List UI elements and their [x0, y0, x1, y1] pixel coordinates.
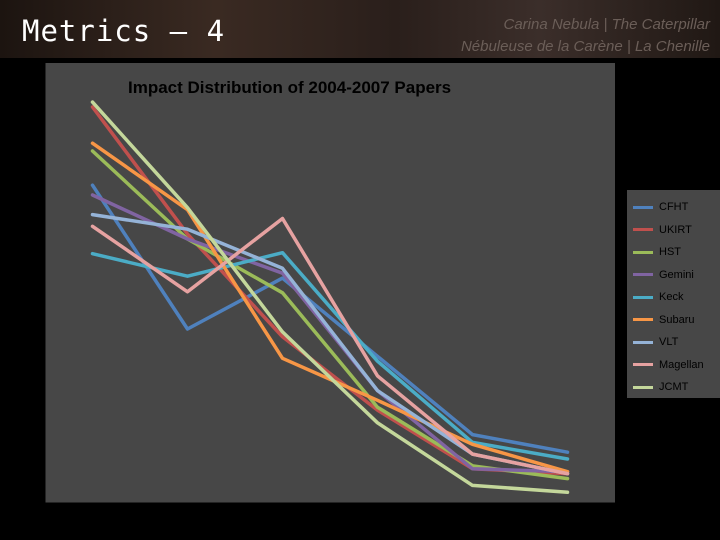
x-tick-label: Low: [177, 518, 197, 530]
legend-label: Magellan: [659, 358, 704, 371]
legend-swatch: [633, 318, 653, 322]
y-tick-label: 10.0%: [8, 400, 39, 412]
y-tick-label: 0.0%: [14, 498, 39, 510]
legend-item-subaru: Subaru: [633, 309, 718, 332]
legend-label: HST: [659, 246, 681, 259]
chart-title: Impact Distribution of 2004-2007 Papers: [128, 78, 452, 97]
x-tick-label: Very Low: [70, 518, 115, 530]
series-line-magellan: [90, 216, 570, 476]
legend-swatch: [633, 250, 653, 254]
legend-item-gemini: Gemini: [633, 264, 718, 287]
image-caption-french: Nébuleuse de la Carène | La Chenille: [460, 38, 710, 55]
x-tick-label: Very High: [449, 518, 497, 530]
legend: CFHT UKIRT HST Gemini Keck Subaru VLT Magellan J…: [633, 196, 718, 399]
legend-swatch: [633, 385, 653, 389]
legend-label: Gemini: [659, 268, 694, 281]
y-tick-label: 45.0%: [8, 58, 39, 70]
legend-swatch: [633, 273, 653, 277]
legend-label: JCMT: [659, 381, 689, 394]
legend-swatch: [633, 363, 653, 367]
legend-item-magellan: Magellan: [633, 354, 718, 377]
legend-label: CFHT: [659, 201, 689, 214]
y-tick-label: 40.0%: [8, 107, 39, 119]
y-tick-label: 30.0%: [8, 205, 39, 217]
legend-swatch: [633, 205, 653, 209]
legend-swatch: [633, 228, 653, 232]
x-tick-label: Moderate: [259, 518, 305, 530]
y-tick-label: 20.0%: [8, 302, 39, 314]
legend-label: VLT: [659, 336, 679, 349]
legend-swatch: [633, 340, 653, 344]
y-tick-label: 15.0%: [8, 351, 39, 363]
legend-swatch: [633, 295, 653, 299]
y-tick-label: 5.0%: [14, 449, 39, 461]
x-tick-label: Extreme: [547, 518, 588, 530]
y-tick-label: 25.0%: [8, 254, 39, 266]
header-background-image: [0, 0, 720, 58]
legend-label: Subaru: [659, 313, 695, 326]
legend-item-cfht: CFHT: [633, 196, 718, 219]
series-line-jcmt: [90, 100, 570, 494]
image-caption: Carina Nebula | The Caterpillar Nébuleus…: [440, 14, 710, 58]
slide-title: Metrics – 4: [22, 14, 226, 48]
series-line-cfht: [90, 183, 570, 454]
series-line-gemini: [90, 193, 570, 474]
legend-item-hst: HST: [633, 241, 718, 264]
y-tick-label: 35.0%: [8, 156, 39, 168]
x-tick-label: High: [366, 518, 389, 530]
legend-item-jcmt: JCMT: [633, 376, 718, 399]
series-line-vlt: [90, 212, 570, 476]
legend-label: UKIRT: [659, 223, 692, 236]
image-caption-english: Carina Nebula | The Caterpillar: [503, 16, 711, 33]
plot-area: [45, 63, 615, 503]
legend-item-ukirt: UKIRT: [633, 219, 718, 242]
series-line-keck: [90, 250, 570, 461]
legend-label: Keck: [659, 291, 684, 304]
legend-item-vlt: VLT: [633, 331, 718, 354]
legend-item-keck: Keck: [633, 286, 718, 309]
